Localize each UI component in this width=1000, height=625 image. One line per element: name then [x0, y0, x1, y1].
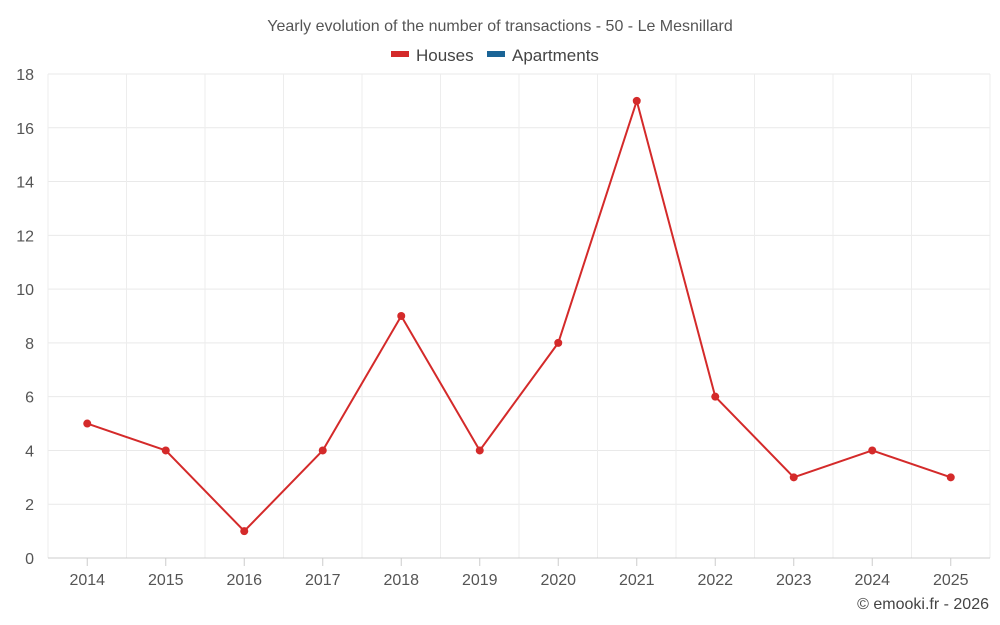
data-point[interactable]: [632, 96, 641, 105]
legend-label-houses: Houses: [416, 46, 474, 65]
data-point[interactable]: [397, 312, 406, 320]
x-tick-label: 2021: [619, 572, 655, 589]
data-point[interactable]: [83, 419, 92, 428]
x-tick-label: 2014: [69, 572, 105, 589]
data-point[interactable]: [240, 527, 249, 536]
x-tick-label: 2018: [383, 572, 419, 589]
x-axis: 2014 2015 2016 2017 2018 2019 2020 2021 2022 2023…: [48, 557, 990, 589]
y-tick-label: 8: [25, 336, 34, 353]
y-tick-label: 18: [16, 67, 34, 84]
y-tick-label: 4: [25, 443, 34, 460]
x-tick-label: 2017: [305, 572, 341, 589]
data-point[interactable]: [318, 446, 327, 455]
legend-swatch-apartments: [487, 51, 505, 57]
y-tick-label: 16: [16, 121, 34, 138]
data-point[interactable]: [789, 473, 798, 482]
x-tick-label: 2015: [148, 572, 184, 589]
y-tick-label: 10: [16, 282, 34, 299]
y-tick-label: 6: [25, 390, 34, 407]
data-point[interactable]: [161, 446, 170, 455]
data-point[interactable]: [554, 338, 563, 347]
x-tick-label: 2024: [854, 572, 890, 589]
credit-text: © emooki.fr - 2026: [857, 596, 989, 613]
x-tick-label: 2025: [933, 572, 969, 589]
legend-label-apartments: Apartments: [512, 46, 599, 65]
data-point[interactable]: [475, 446, 484, 455]
series-houses: [83, 96, 955, 536]
legend-item-apartments[interactable]: Apartments: [487, 46, 599, 65]
grid: [47, 73, 991, 558]
legend: Houses Apartments: [391, 46, 599, 65]
data-point[interactable]: [946, 473, 955, 482]
y-tick-label: 2: [25, 497, 34, 514]
legend-swatch-houses: [391, 51, 409, 57]
chart-title: Yearly evolution of the number of transa…: [267, 18, 732, 35]
y-tick-label: 0: [25, 551, 34, 568]
x-tick-label: 2023: [776, 572, 812, 589]
y-axis: 0 2 4 6 8 10 12 14 16 18: [16, 67, 34, 568]
x-tick-label: 2022: [697, 572, 733, 589]
series-line-houses: [86, 99, 952, 533]
legend-item-houses[interactable]: Houses: [391, 46, 474, 65]
data-point[interactable]: [711, 392, 720, 401]
data-point[interactable]: [868, 446, 877, 455]
x-tick-label: 2019: [462, 572, 498, 589]
x-tick-label: 2016: [226, 572, 262, 589]
y-tick-label: 12: [16, 228, 34, 245]
y-tick-label: 14: [16, 175, 34, 192]
x-tick-label: 2020: [540, 572, 576, 589]
